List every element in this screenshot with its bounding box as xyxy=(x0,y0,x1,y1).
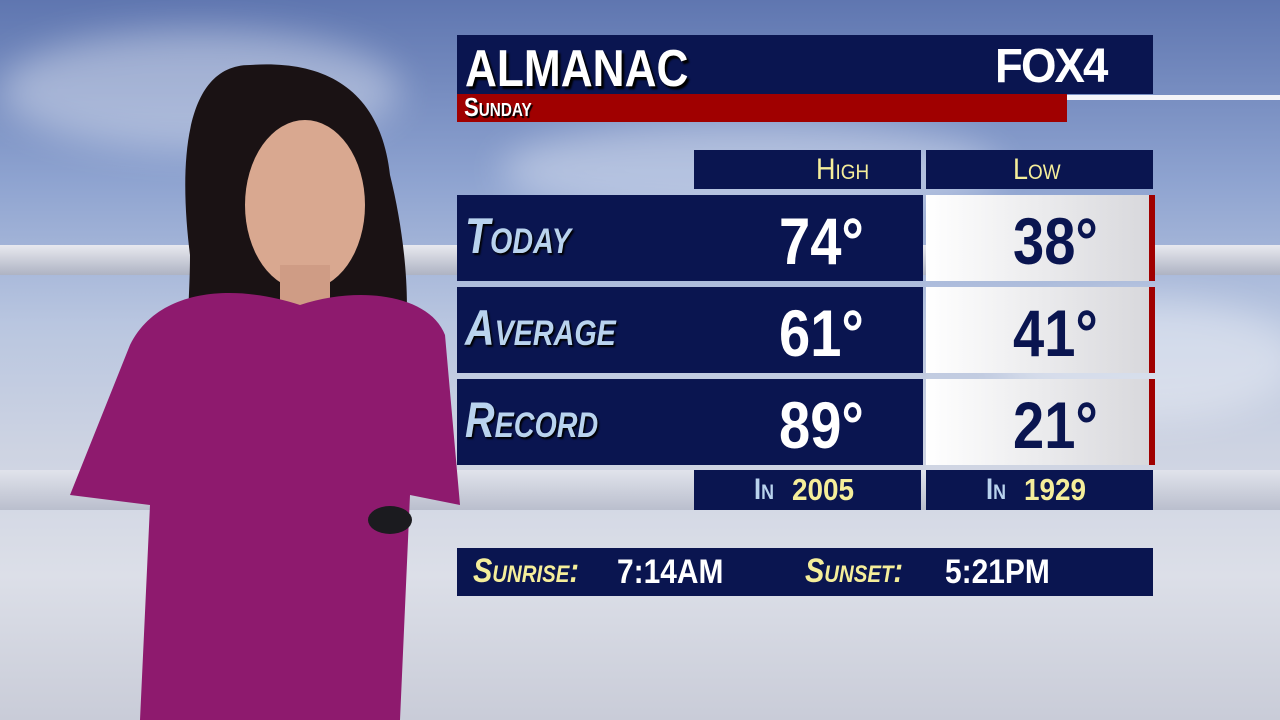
presenter xyxy=(70,64,460,720)
row-label: Today xyxy=(465,208,571,264)
page-title: ALMANAC xyxy=(465,40,689,98)
column-header-high: High xyxy=(694,150,921,189)
row-label: Average xyxy=(465,300,616,356)
low-value: 21° xyxy=(1013,388,1098,462)
sunset-time: 5:21PM xyxy=(945,553,1050,591)
low-value: 38° xyxy=(1013,204,1098,278)
sun-times-bar: Sunrise: 7:14AM Sunset: 5:21PM xyxy=(457,548,1153,596)
sunrise-label: Sunrise: xyxy=(473,552,579,590)
sunset-label: Sunset: xyxy=(805,552,904,590)
high-value: 74° xyxy=(779,204,864,278)
sunrise-time: 7:14AM xyxy=(617,553,724,591)
high-value: 61° xyxy=(779,296,864,370)
divider-line xyxy=(1067,95,1280,100)
column-header-low: Low xyxy=(926,150,1153,189)
header-bar: ALMANAC FOX4 xyxy=(457,35,1153,98)
high-value: 89° xyxy=(779,388,864,462)
row-label: Record xyxy=(465,392,599,448)
record-high-year: In 2005 xyxy=(694,470,921,510)
red-bar: Sunday xyxy=(457,92,1067,122)
day-label: Sunday xyxy=(464,92,532,122)
record-low-year: In 1929 xyxy=(926,470,1153,510)
fox4-logo: FOX4 xyxy=(995,40,1108,93)
low-value: 41° xyxy=(1013,296,1098,370)
